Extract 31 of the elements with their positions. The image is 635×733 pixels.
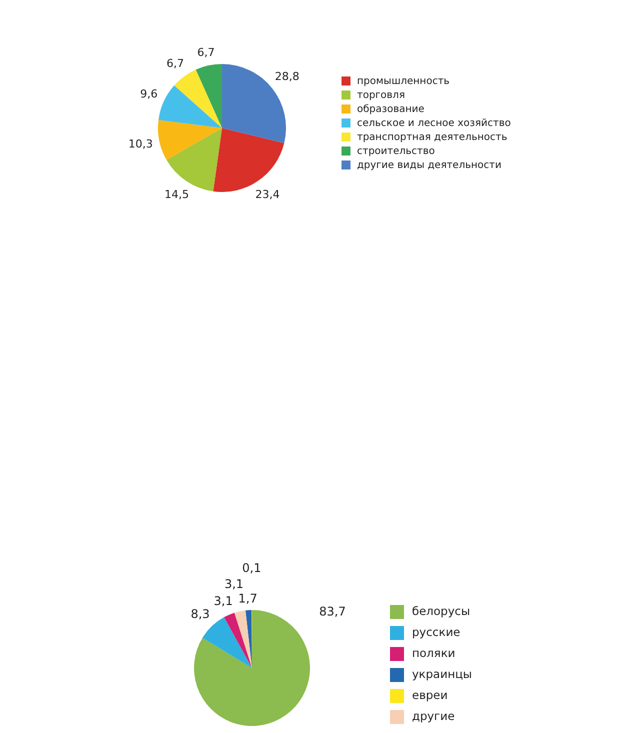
data-label: 3,1 (224, 576, 244, 591)
legend-label: торговля (357, 90, 405, 101)
data-label: 23,4 (255, 188, 280, 201)
data-label: 8,3 (190, 606, 210, 621)
legend-label: украинцы (412, 667, 472, 681)
legend-label: поляки (412, 646, 456, 660)
data-label: 1,7 (238, 591, 258, 606)
legend-label: промышленность (357, 76, 450, 87)
data-label: 83,7 (319, 604, 346, 619)
legend-label: другие виды деятельности (357, 160, 502, 171)
pie-slice (196, 64, 222, 128)
legend-label: сельское и лесное хозяйство (357, 118, 511, 129)
data-label: 28,8 (274, 70, 300, 83)
legend-label: евреи (412, 688, 448, 702)
legend-label: другие (412, 709, 455, 723)
data-label: 3,1 (214, 594, 233, 608)
pie-slice (158, 120, 222, 160)
legend-label: строительство (357, 146, 435, 157)
data-label: 6,7 (197, 46, 215, 60)
pie-slice (166, 128, 222, 192)
pie-slice (174, 70, 222, 128)
pie-slice (158, 85, 222, 128)
legend-label: образование (357, 104, 424, 115)
legend-label: белорусы (412, 604, 470, 618)
data-label: 10,3 (128, 137, 153, 150)
legend-label: русские (412, 625, 460, 639)
legend-label: транспортная деятельность (357, 132, 508, 143)
data-label: 9,6 (140, 88, 158, 101)
data-label: 14,5 (164, 188, 189, 202)
data-label: 0,1 (242, 560, 262, 575)
data-label: 6,7 (166, 57, 184, 70)
